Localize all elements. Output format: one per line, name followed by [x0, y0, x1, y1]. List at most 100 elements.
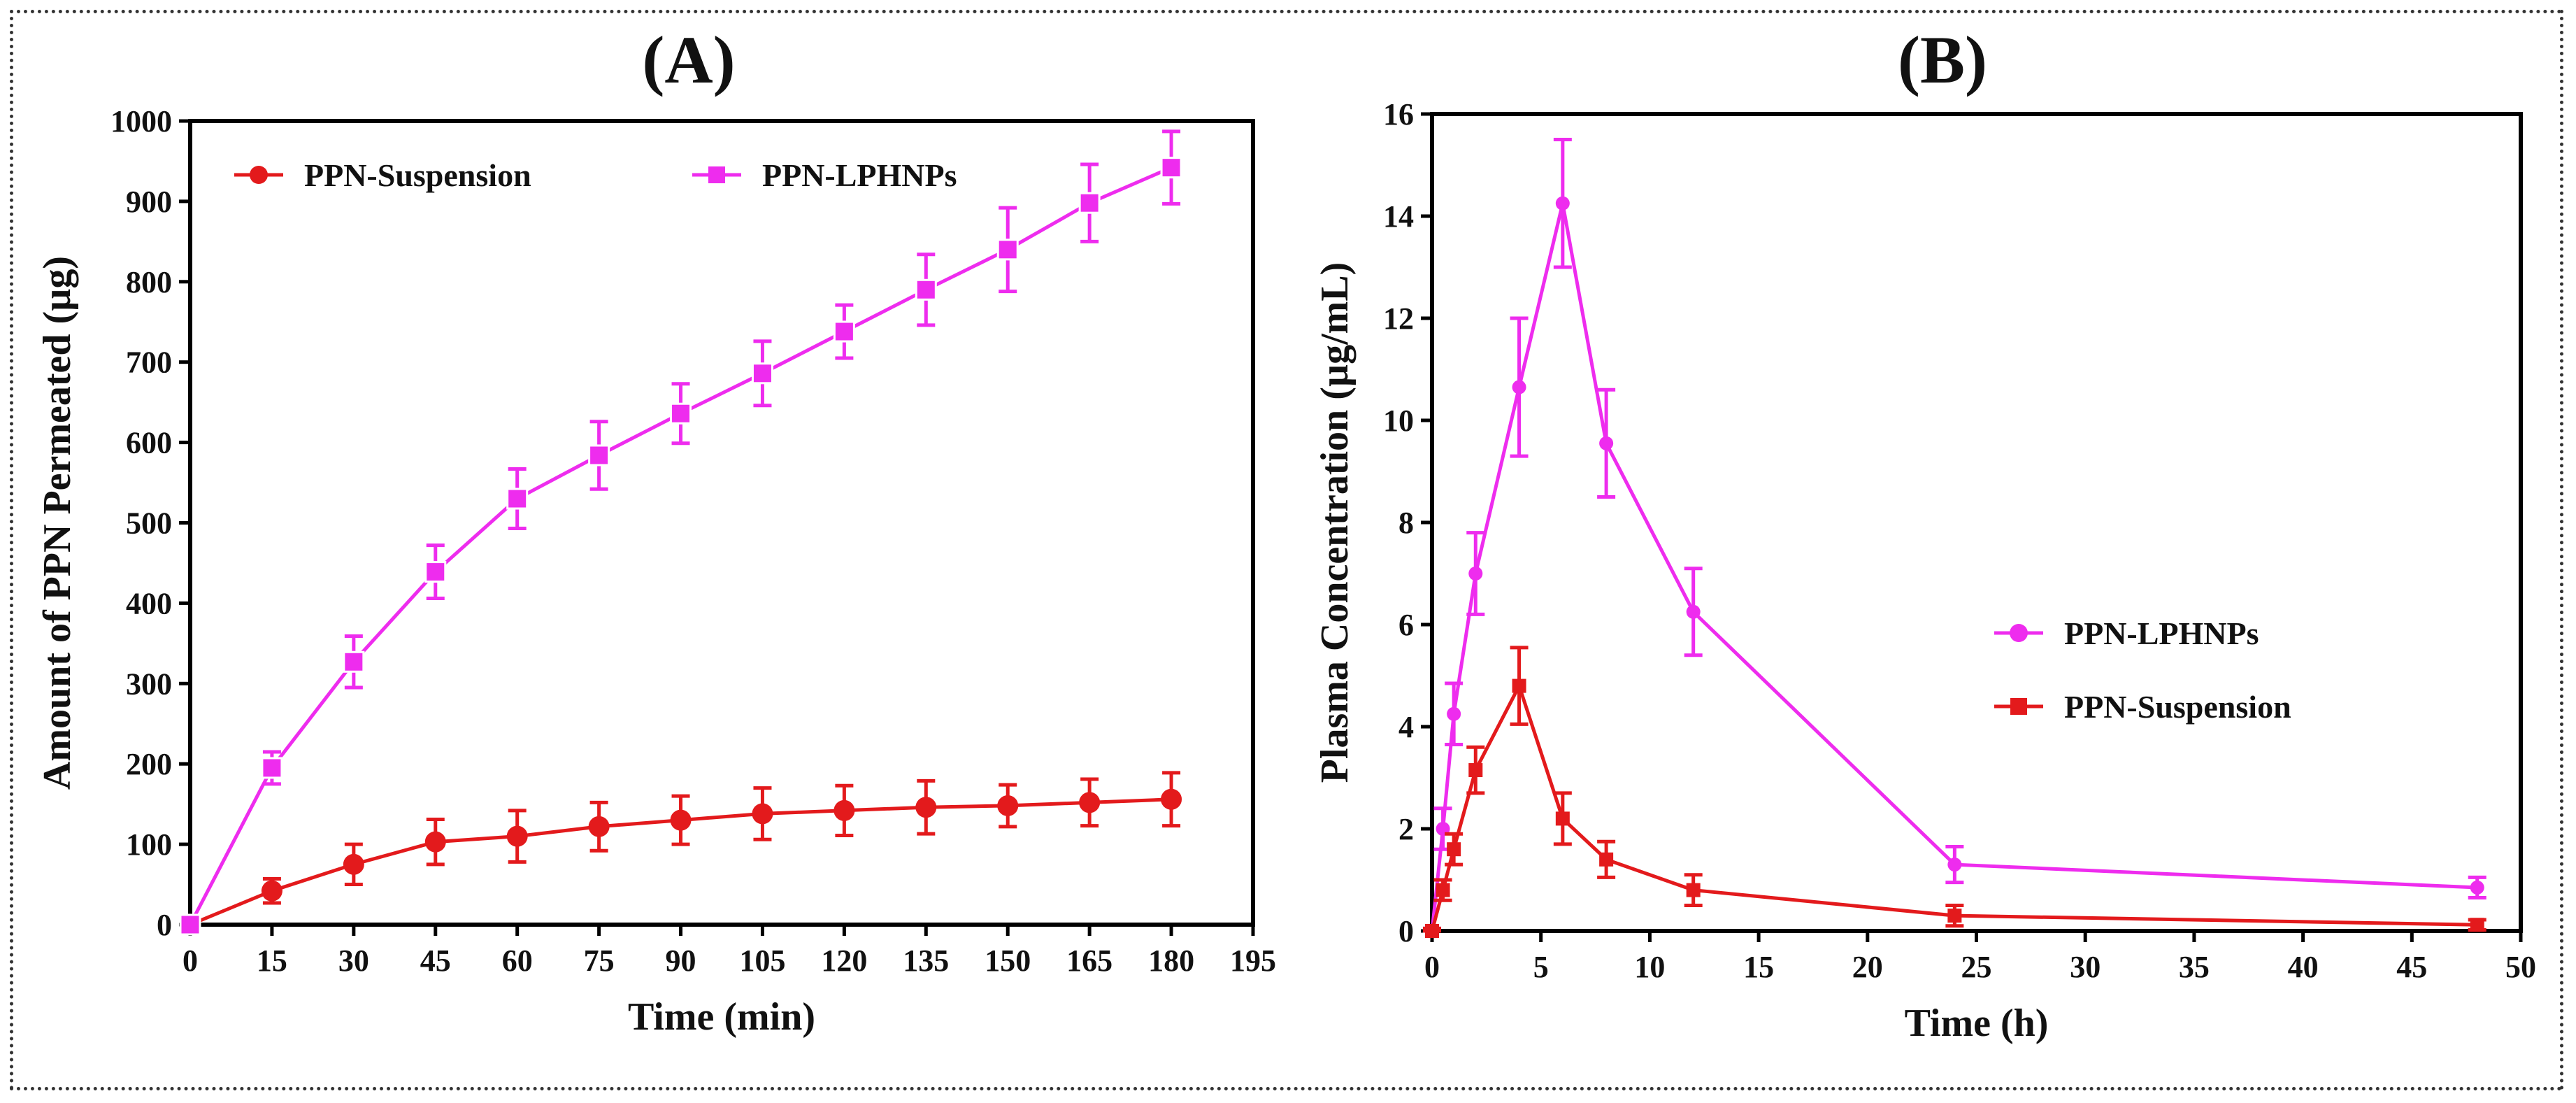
panel-a-series-2-legend-marker	[708, 166, 725, 183]
panel-a-series-2-point	[751, 362, 773, 385]
panel-b-x-tick-label: 0	[1424, 950, 1440, 984]
panel-a-y-tick-label: 0	[157, 908, 172, 942]
panel-a-series-1-point	[752, 803, 773, 825]
panel-b-x-tick-label: 40	[2288, 950, 2319, 984]
panel-a-series-1-point	[343, 853, 364, 875]
panel-b-y-tick-label: 12	[1383, 301, 1414, 336]
panel-a-series-2-point	[343, 650, 365, 673]
panel-a-x-tick-label: 120	[821, 944, 867, 978]
panel-a-x-tick-label: 60	[502, 944, 533, 978]
panel-a-series-1-point	[261, 880, 282, 902]
panel-a-series-1-legend-label: PPN-Suspension	[304, 157, 531, 193]
panel-a-label: (A)	[642, 22, 735, 97]
panel-a-x-tick-label: 30	[338, 944, 369, 978]
panel-a-series-1-point	[1079, 792, 1101, 813]
panel-a-x-tick-label: 15	[257, 944, 287, 978]
panel-b-series-1-legend-label: PPN-LPHNPs	[2064, 615, 2259, 651]
panel-b-series-2-line	[1430, 681, 2477, 932]
panel-b-series-2-point	[1436, 883, 1450, 897]
panel-b-x-axis-title: Time (h)	[1905, 1002, 2049, 1045]
panel-a-series-1-point	[506, 825, 528, 847]
panel-a-x-axis-title: Time (min)	[628, 995, 815, 1039]
panel-b-series-1-point	[1599, 436, 1614, 450]
panel-b-series-2-point	[2470, 918, 2484, 932]
panel-b-series-1-line	[1430, 203, 2477, 932]
panel-a-y-tick-label: 200	[126, 747, 172, 781]
panel-a-x-tick-label: 165	[1066, 944, 1112, 978]
panel-a-y-axis-title: Amount of PPN Permeated (µg)	[36, 256, 79, 790]
panel-b-x-tick-label: 35	[2179, 950, 2210, 984]
panel-b-series-2-point	[1512, 678, 1526, 693]
panel-b-y-tick-label: 16	[1383, 97, 1414, 131]
panel-b-series-2-legend-marker	[2010, 698, 2027, 715]
panel-a-y-tick-label: 300	[126, 667, 172, 701]
panel-b-series-2-point	[1447, 842, 1461, 857]
panel-a-x-tick-label: 90	[666, 944, 696, 978]
panel-a-x-tick-label: 195	[1230, 944, 1276, 978]
panel-a-y-tick-label: 600	[126, 426, 172, 460]
panel-b-y-tick-label: 6	[1398, 608, 1414, 642]
panel-a-x-tick-label: 135	[903, 944, 949, 978]
panel-a-series-2-point	[1078, 192, 1101, 214]
panel-a-series-2-point	[915, 278, 937, 301]
panel-b-series-1-point	[1947, 858, 1962, 872]
panel-a-x-tick-label: 180	[1148, 944, 1194, 978]
panel-a-series-1-point	[670, 809, 692, 831]
panel-b-x-tick-label: 25	[1961, 950, 1992, 984]
panel-a-series-2-legend-label: PPN-LPHNPs	[762, 157, 957, 193]
panel-b-plot-area	[1430, 112, 2523, 933]
panel-b-series-1-point	[1512, 380, 1526, 394]
panel-b-x-tick-label: 5	[1533, 950, 1549, 984]
panel-b-series-2-point	[1468, 763, 1483, 778]
panel-b-x-tick-label: 10	[1634, 950, 1665, 984]
panel-b-series-1-point	[1555, 196, 1570, 211]
panel-a-series-2-point	[179, 913, 201, 936]
panel-a-series-1-legend-marker	[250, 166, 268, 184]
panel-a-series-2-point	[833, 320, 855, 343]
panel-b-x-tick-label: 20	[1852, 950, 1883, 984]
panel-a-y-tick-label: 700	[126, 346, 172, 380]
panel-a-y-tick-label: 900	[126, 185, 172, 219]
panel-a-series-1-point	[1161, 788, 1182, 810]
panel-a-series-2-point	[1160, 157, 1182, 179]
panel-b-series-2-point	[1555, 811, 1570, 826]
panel-b-series-1-point	[1447, 706, 1461, 721]
panel-b-y-tick-label: 0	[1398, 914, 1414, 948]
panel-b-label: (B)	[1898, 22, 1987, 97]
panel-a-series-1-point	[997, 795, 1019, 816]
panel-a-x-tick-label: 105	[739, 944, 785, 978]
panel-a-y-tick-label: 100	[126, 827, 172, 862]
panel-a-series-2-point	[261, 757, 283, 779]
panel-b-series-2-legend-label: PPN-Suspension	[2064, 689, 2291, 725]
panel-a-x-tick-label: 0	[183, 944, 198, 978]
panel-b-y-tick-label: 14	[1383, 199, 1414, 234]
panel-a-series-2-point	[424, 561, 447, 583]
panel-b-y-tick-label: 10	[1383, 404, 1414, 438]
panel-b-y-tick-label: 8	[1398, 506, 1414, 540]
panel-b-x-tick-label: 15	[1743, 950, 1774, 984]
panel-b-series-1-legend-marker	[2010, 624, 2028, 642]
panel-a-y-tick-label: 1000	[110, 104, 172, 138]
panel-a-series-2-point	[670, 402, 692, 425]
panel-b-series-1-point	[1468, 567, 1483, 581]
panel-a-x-tick-label: 75	[584, 944, 615, 978]
panel-a-series-1-point	[424, 831, 446, 853]
panel-a-series-2-point	[588, 444, 610, 467]
panel-a-series-1-point	[833, 799, 855, 821]
panel-a-y-tick-label: 400	[126, 586, 172, 620]
panel-b-series-2-point	[1686, 883, 1701, 897]
panel-b-series-1-point	[1686, 604, 1701, 619]
panel-a-y-tick-label: 500	[126, 506, 172, 541]
panel-a-series-1-point	[588, 816, 610, 837]
panel-b-x-tick-label: 50	[2505, 950, 2536, 984]
panel-b-y-tick-label: 4	[1398, 710, 1414, 744]
panel-b-x-tick-label: 30	[2070, 950, 2101, 984]
panel-b-x-tick-label: 45	[2396, 950, 2427, 984]
panel-a-x-tick-label: 150	[985, 944, 1031, 978]
panel-b-series-2-point	[1599, 852, 1614, 867]
panel-b-series-1-point	[2470, 880, 2484, 895]
panel-a-x-tick-label: 45	[420, 944, 451, 978]
panel-b-y-tick-label: 2	[1398, 812, 1414, 846]
panel-a-series-2-point	[996, 239, 1019, 261]
